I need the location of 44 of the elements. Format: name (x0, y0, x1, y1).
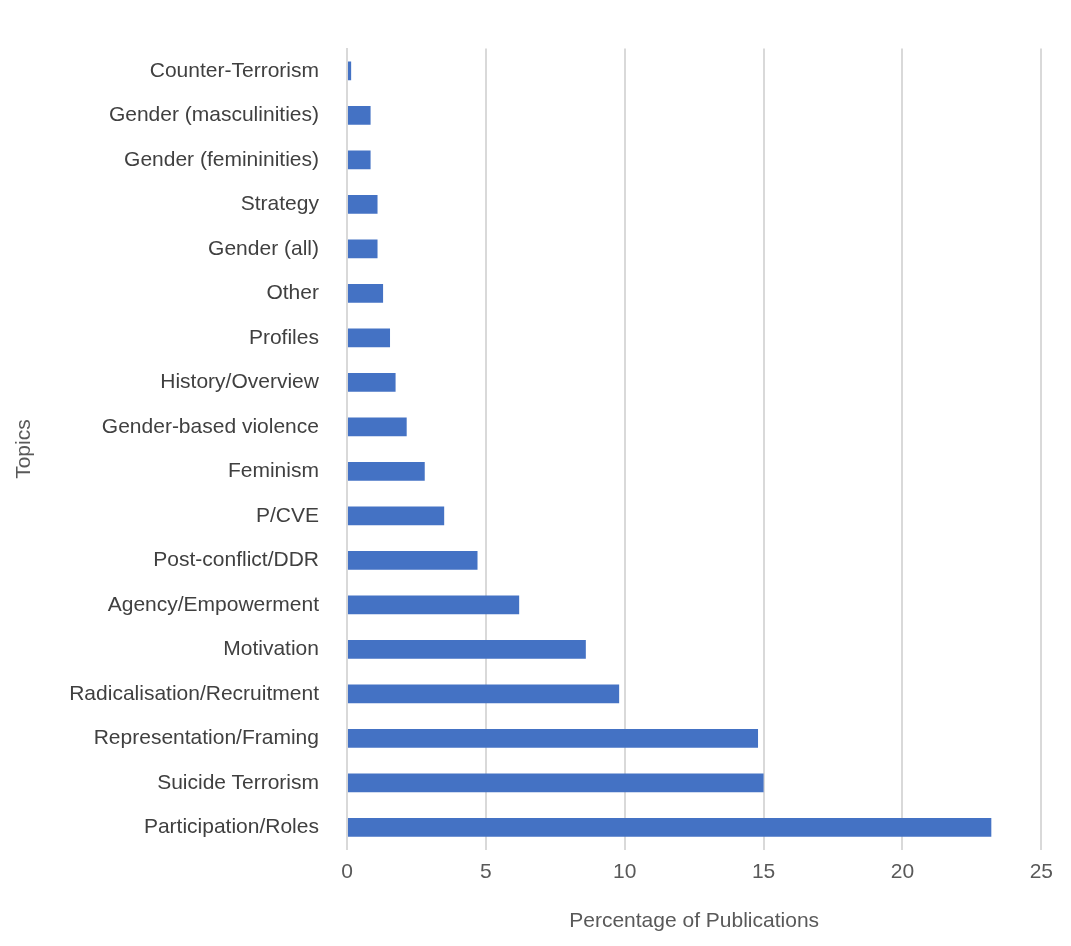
y-tick-label: Agency/Empowerment (107, 591, 320, 615)
bar (347, 417, 407, 437)
x-tick-label: 20 (890, 859, 915, 882)
bar (347, 150, 371, 170)
y-tick-label: Suicide Terrorism (157, 769, 319, 793)
x-axis-title: Percentage of Publications (569, 908, 820, 932)
y-axis-title: Topics (11, 419, 35, 479)
y-tick-label: Representation/Framing (93, 725, 319, 749)
y-tick-label: Strategy (240, 191, 320, 215)
bar (347, 684, 620, 704)
y-tick-label: Other (266, 280, 319, 304)
y-tick-label: Participation/Roles (143, 814, 319, 838)
y-tick-label: Feminism (227, 458, 319, 482)
x-tick-label: 10 (613, 859, 637, 882)
x-tick-label: 25 (1029, 859, 1053, 882)
y-tick-label: Gender-based violence (101, 413, 319, 437)
y-tick-label: History/Overview (160, 369, 320, 393)
y-tick-label: P/CVE (255, 502, 319, 526)
y-tick-label: Post-conflict/DDR (153, 547, 319, 571)
bar (347, 640, 586, 659)
y-tick-label: Gender (all) (208, 235, 319, 259)
y-tick-label: Gender (masculinities) (108, 102, 319, 126)
bar (347, 328, 391, 348)
x-tick-label: 0 (341, 859, 353, 882)
bar (347, 239, 378, 259)
bar (347, 284, 384, 303)
bar (347, 61, 352, 81)
bar (347, 729, 759, 748)
y-tick-label: Motivation (223, 636, 319, 660)
x-tick-label: 15 (751, 859, 776, 882)
y-tick-label: Radicalisation/Recruitment (69, 680, 320, 704)
bar (347, 773, 764, 793)
y-tick-label: Counter-Terrorism (149, 57, 319, 81)
bar (347, 373, 396, 392)
bar (347, 818, 992, 837)
x-tick-label: 5 (480, 859, 492, 882)
y-tick-label: Gender (femininities) (124, 146, 319, 170)
bar (347, 506, 445, 526)
y-tick-label: Profiles (248, 324, 319, 348)
bar (347, 106, 371, 125)
bar (347, 195, 378, 214)
bar (347, 595, 520, 615)
bar (347, 462, 425, 481)
bar (347, 551, 478, 570)
